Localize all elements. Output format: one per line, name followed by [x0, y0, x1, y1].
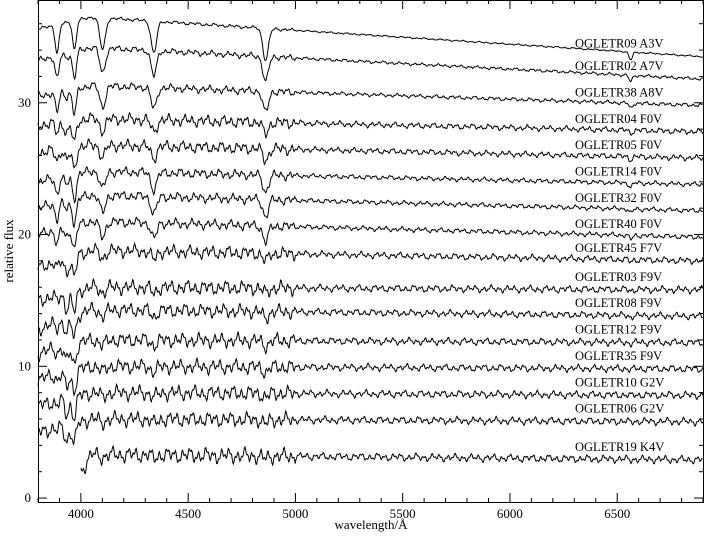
series-label: OGLETR40 F0V [575, 217, 662, 231]
x-tick-label: 6000 [497, 506, 523, 521]
y-tick-label: 30 [18, 95, 31, 110]
spectrum-line [37, 165, 704, 205]
series-label: OGLETR32 F0V [575, 191, 662, 205]
x-tick-label: 4000 [68, 506, 94, 521]
x-tick-label: 6500 [604, 506, 630, 521]
spectrum-line [37, 409, 704, 446]
y-tick-label: 0 [25, 490, 32, 505]
spectrum-line [37, 16, 704, 62]
series-label: OGLETR04 F0V [575, 112, 662, 126]
spectrum-line [37, 216, 704, 248]
spectrum-line [37, 82, 703, 117]
spectrum-line [37, 45, 703, 83]
y-axis-title: relative flux [1, 219, 16, 283]
spectrum-line [37, 111, 704, 141]
series-labels-group: OGLETR09 A3V OGLETR02 A7V OGLETR38 A8V OGLE… [575, 37, 664, 454]
spectrum-line [37, 330, 704, 365]
spectrum-line [37, 138, 704, 169]
spectrum-line [37, 242, 704, 278]
series-label: OGLETR06 G2V [575, 402, 664, 416]
x-axis-title: wavelength/Å [335, 517, 409, 532]
series-label: OGLETR05 F0V [575, 138, 662, 152]
spectra-group [37, 16, 704, 474]
spectrum-line [37, 301, 703, 340]
spectrum-line [37, 190, 703, 229]
x-tick-label: 4500 [175, 506, 201, 521]
series-label: OGLETR03 F9V [575, 270, 662, 284]
spectrum-line [80, 444, 703, 474]
series-label: OGLETR14 F0V [575, 164, 662, 178]
series-label: OGLETR19 K4V [575, 440, 664, 454]
y-tick-label: 20 [18, 227, 31, 242]
series-label: OGLETR35 F9V [575, 349, 662, 363]
spectrum-line [37, 382, 704, 422]
series-label: OGLETR02 A7V [575, 59, 664, 73]
series-label: OGLETR12 F9V [575, 323, 662, 337]
y-tick-label: 10 [18, 358, 31, 373]
x-tick-label: 5000 [282, 506, 308, 521]
series-label: OGLETR38 A8V [575, 85, 664, 99]
spectrum-line [37, 356, 704, 397]
series-label: OGLETR09 A3V [575, 37, 664, 51]
series-label: OGLETR10 G2V [575, 375, 664, 389]
x-tick-label: 5500 [390, 506, 416, 521]
series-label: OGLETR45 F7V [575, 241, 662, 255]
series-label: OGLETR08 F9V [575, 296, 662, 310]
spectrum-line [37, 277, 704, 315]
